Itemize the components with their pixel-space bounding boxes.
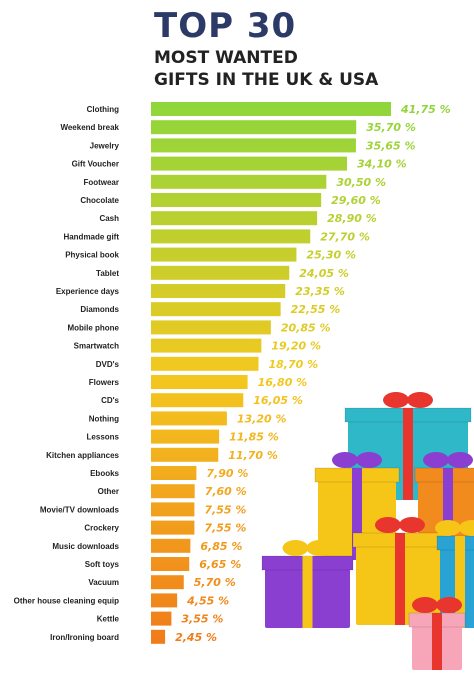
value-label: 24,05 % [299,267,349,280]
bar [151,447,219,462]
bar [151,466,197,480]
value-label: 16,80 % [258,376,308,389]
value-label: 6,65 % [199,558,241,571]
bar [151,629,166,644]
value-label: 13,20 % [237,412,287,425]
category-label: Mobile phone [67,323,119,332]
bar [151,557,190,571]
value-label: 28,90 % [327,212,377,225]
category-label: Kitchen appliances [46,451,119,460]
value-label: 2,45 % [175,631,217,644]
category-label: DVD's [96,360,120,369]
value-label: 35,65 % [366,139,416,152]
category-label: CD's [101,396,119,405]
bar [151,247,297,262]
category-label: Music downloads [52,542,119,551]
value-label: 16,05 % [253,394,303,407]
bar [151,211,318,226]
gift-box-pink [408,597,466,670]
gift-box-blue [435,520,474,628]
category-label: Handmade gift [63,232,119,241]
value-label: 11,85 % [229,431,279,444]
bar [151,356,259,371]
value-label: 4,55 % [186,594,229,607]
value-label: 25,30 % [306,249,356,262]
value-label: 7,55 % [204,522,246,535]
bar [151,284,286,298]
value-label: 11,70 % [228,449,278,462]
category-label: Chocolate [80,196,119,205]
category-label: Weekend break [60,123,119,132]
category-label: Experience days [56,287,120,296]
value-label: 19,20 % [271,340,321,353]
bar [151,120,357,135]
bar [151,429,220,444]
category-label: Soft toys [85,560,120,569]
value-label: 3,55 % [181,613,223,626]
bar [151,411,227,426]
value-label: 34,10 % [357,158,407,171]
bar [151,593,178,608]
bar [151,393,244,408]
category-label: Iron/Ironing board [50,633,119,642]
category-label: Gift Voucher [72,160,119,169]
value-label: 6,85 % [200,540,242,553]
value-label: 22,55 % [291,303,341,316]
category-label: Footwear [83,178,119,187]
bar [151,520,195,535]
bar [151,502,195,517]
bar [151,375,248,389]
value-label: 20,85 % [281,321,331,334]
bar [151,156,348,171]
bar [151,575,184,590]
category-label: Ebooks [90,469,119,478]
bar [151,338,262,353]
category-label: Clothing [87,105,120,114]
title-subline-2: GIFTS IN THE UK & USA [154,70,379,90]
bar [151,611,172,626]
title-main: TOP 30 [154,6,297,46]
category-label: Tablet [96,269,119,278]
category-label: Nothing [89,414,119,423]
gift-box-purple [261,540,354,628]
category-label: Other [98,487,119,496]
value-label: 5,70 % [194,576,236,589]
category-label: Flowers [89,378,120,387]
category-label: Smartwatch [74,342,119,351]
value-label: 7,90 % [206,467,248,480]
category-label: Other house cleaning equip [14,596,119,605]
bar [151,193,322,207]
value-label: 18,70 % [268,358,318,371]
bar [151,174,327,189]
bar [151,320,271,335]
title-subline-1: MOST WANTED [154,48,298,68]
value-label: 7,60 % [205,485,247,498]
bar [151,102,391,116]
category-label: Diamonds [80,305,119,314]
category-label: Movie/TV downloads [40,505,120,514]
value-label: 35,70 % [366,121,416,134]
value-label: 30,50 % [336,176,386,189]
category-label: Kettle [97,615,120,624]
bar [151,538,191,553]
category-label: Jewelry [90,141,120,150]
bar [151,302,281,317]
value-label: 7,55 % [204,503,246,516]
value-label: 29,60 % [331,194,381,207]
value-label: 41,75 % [400,103,451,116]
bar [151,484,195,499]
category-label: Physical book [65,251,119,260]
category-label: Crockery [84,524,119,533]
category-label: Vacuum [88,578,119,587]
category-label: Lessons [87,433,120,442]
value-label: 23,35 % [295,285,345,298]
bar [151,229,311,244]
value-label: 27,70 % [320,230,370,243]
bar [151,265,290,280]
bar [151,138,356,153]
category-label: Cash [99,214,119,223]
